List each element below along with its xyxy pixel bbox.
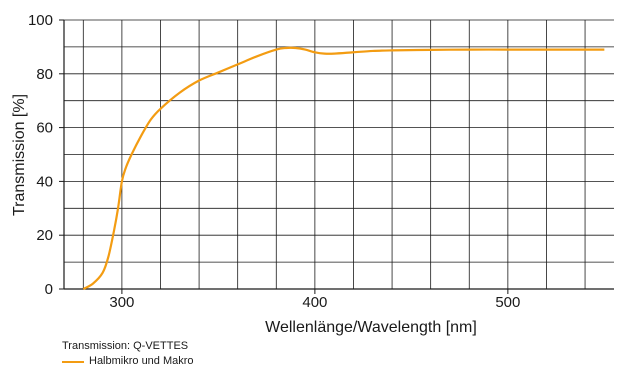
x-tick-label: 500	[495, 294, 520, 311]
y-tick-label: 40	[36, 173, 53, 190]
y-tick-label: 0	[45, 281, 53, 298]
legend: Transmission: Q-VETTES Halbmikro und Mak…	[62, 339, 194, 369]
legend-entry: Halbmikro und Makro	[62, 354, 194, 369]
legend-line-swatch	[62, 360, 84, 363]
x-tick-labels: 300 400 500	[109, 289, 520, 311]
y-tick-label: 60	[36, 120, 53, 137]
y-tick-label: 80	[36, 66, 53, 83]
y-tick-label: 100	[28, 12, 53, 29]
legend-title: Transmission: Q-VETTES	[62, 340, 189, 352]
x-axis-label: Wellenlänge/Wavelength [nm]	[265, 319, 477, 336]
x-tick-label: 300	[109, 294, 134, 311]
grid-lines	[64, 19, 614, 289]
x-tick-label: 400	[302, 294, 327, 311]
y-tick-labels: 0 20 40 60 80 100	[28, 12, 64, 298]
legend-entry-label: Halbmikro und Makro	[89, 355, 194, 367]
y-tick-label: 20	[36, 227, 53, 244]
series-line-halbmikro-und-makro	[82, 46, 605, 290]
y-axis-label: Transmission [%]	[11, 94, 28, 216]
